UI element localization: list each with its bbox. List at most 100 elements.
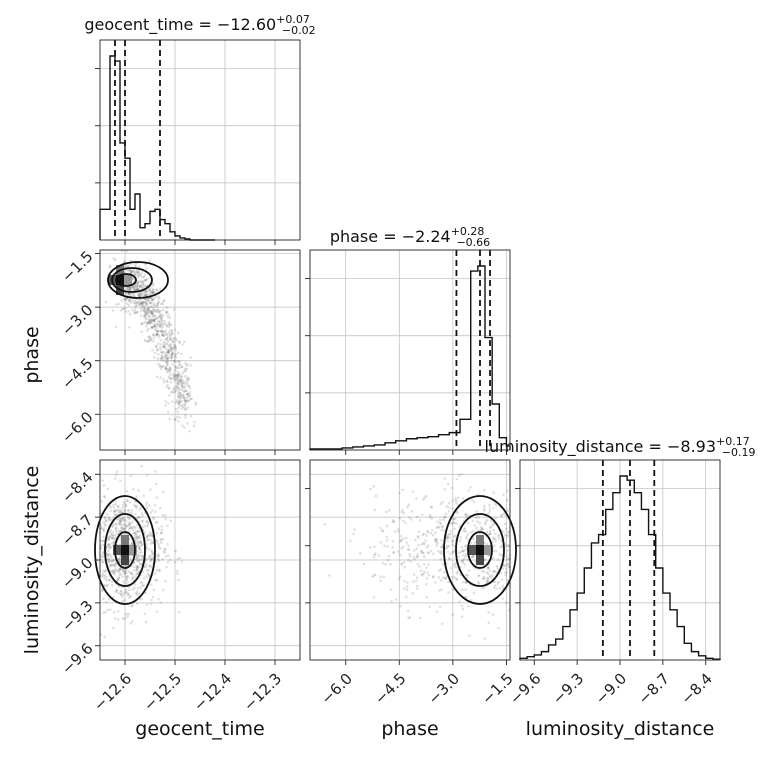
sample-point	[150, 298, 154, 302]
sample-point	[159, 315, 162, 318]
sample-point	[154, 470, 157, 473]
sample-point	[182, 389, 186, 393]
sample-point	[142, 300, 146, 304]
sample-point	[130, 269, 134, 273]
sample-point	[368, 546, 372, 549]
sample-point	[130, 292, 134, 296]
sample-point	[472, 591, 476, 595]
sample-point	[178, 401, 181, 404]
sample-point	[123, 527, 127, 531]
sample-point	[164, 329, 167, 333]
sample-point	[431, 533, 435, 537]
sample-point	[153, 325, 156, 328]
sample-point	[101, 539, 105, 543]
sample-point	[141, 293, 144, 296]
sample-point	[123, 570, 127, 574]
sample-point	[111, 541, 114, 545]
sample-point	[131, 270, 134, 274]
sample-point	[107, 578, 111, 582]
sample-point	[144, 303, 148, 306]
sample-point	[174, 418, 177, 422]
sample-point	[465, 535, 468, 538]
sample-point	[374, 494, 378, 498]
sample-point	[133, 300, 137, 303]
x-axis-label-phase: phase	[381, 718, 438, 740]
sample-point	[177, 402, 180, 406]
sample-point	[504, 571, 507, 574]
sample-point	[119, 519, 122, 523]
sample-point	[139, 272, 143, 275]
density-cell	[121, 545, 129, 555]
sample-point	[497, 533, 501, 537]
sample-point	[447, 506, 450, 510]
sample-point	[143, 307, 147, 310]
sample-point	[171, 400, 174, 404]
sample-point	[187, 399, 190, 403]
sample-point	[107, 560, 111, 564]
sample-point	[152, 318, 156, 322]
sample-point	[143, 524, 146, 528]
sample-point	[140, 286, 144, 289]
sample-point	[439, 579, 443, 582]
sample-point	[506, 531, 510, 534]
sample-point	[126, 515, 130, 519]
sample-point	[394, 598, 398, 601]
sample-point	[172, 340, 175, 344]
sample-point	[133, 286, 137, 290]
sample-point	[109, 560, 113, 563]
sample-point	[398, 575, 402, 579]
sample-point	[128, 298, 132, 302]
sample-point	[130, 572, 134, 576]
sample-point	[492, 537, 496, 541]
sample-point	[114, 562, 118, 566]
sample-point	[126, 575, 130, 579]
sample-point	[425, 546, 428, 549]
sample-point	[165, 342, 169, 346]
sample-point	[102, 597, 105, 601]
sample-point	[159, 338, 163, 342]
sample-point	[165, 324, 168, 327]
sample-point	[148, 315, 152, 318]
sample-point	[135, 557, 139, 560]
sample-point	[183, 398, 187, 402]
sample-point	[460, 604, 464, 608]
sample-point	[400, 547, 403, 550]
sample-point	[506, 498, 509, 502]
sample-point	[177, 366, 181, 370]
sample-point	[183, 369, 186, 373]
sample-point	[151, 312, 155, 316]
sample-point	[157, 568, 161, 572]
sample-point	[186, 396, 190, 399]
sample-point	[144, 300, 148, 304]
sample-point	[487, 621, 491, 625]
sample-point	[484, 522, 487, 526]
sample-point	[165, 361, 168, 364]
sample-point	[147, 538, 151, 541]
sample-point	[127, 325, 131, 329]
sample-point	[426, 551, 429, 554]
title-plus: +0.17	[716, 435, 750, 448]
sample-point	[502, 564, 506, 567]
sample-point	[498, 552, 501, 556]
sample-point	[113, 573, 117, 576]
sample-point	[140, 464, 143, 468]
sample-point	[484, 520, 487, 524]
sample-point	[112, 524, 115, 528]
sample-point	[130, 521, 133, 524]
sample-point	[150, 310, 154, 313]
sample-point	[129, 269, 132, 273]
sample-point	[126, 509, 130, 512]
sample-point	[157, 300, 160, 304]
sample-point	[446, 535, 450, 538]
sample-point	[144, 565, 147, 569]
sample-point	[165, 306, 169, 309]
sample-point	[137, 543, 140, 547]
title-luminosity_distance: luminosity_distance = −8.93+0.17 −0.19	[485, 435, 756, 459]
sample-point	[391, 546, 394, 549]
sample-point	[477, 582, 481, 585]
sample-point	[451, 499, 454, 503]
sample-point	[451, 543, 454, 546]
sample-point	[474, 516, 478, 519]
x-axis-label-luminosity_distance: luminosity_distance	[526, 718, 715, 740]
sample-point	[503, 564, 507, 568]
